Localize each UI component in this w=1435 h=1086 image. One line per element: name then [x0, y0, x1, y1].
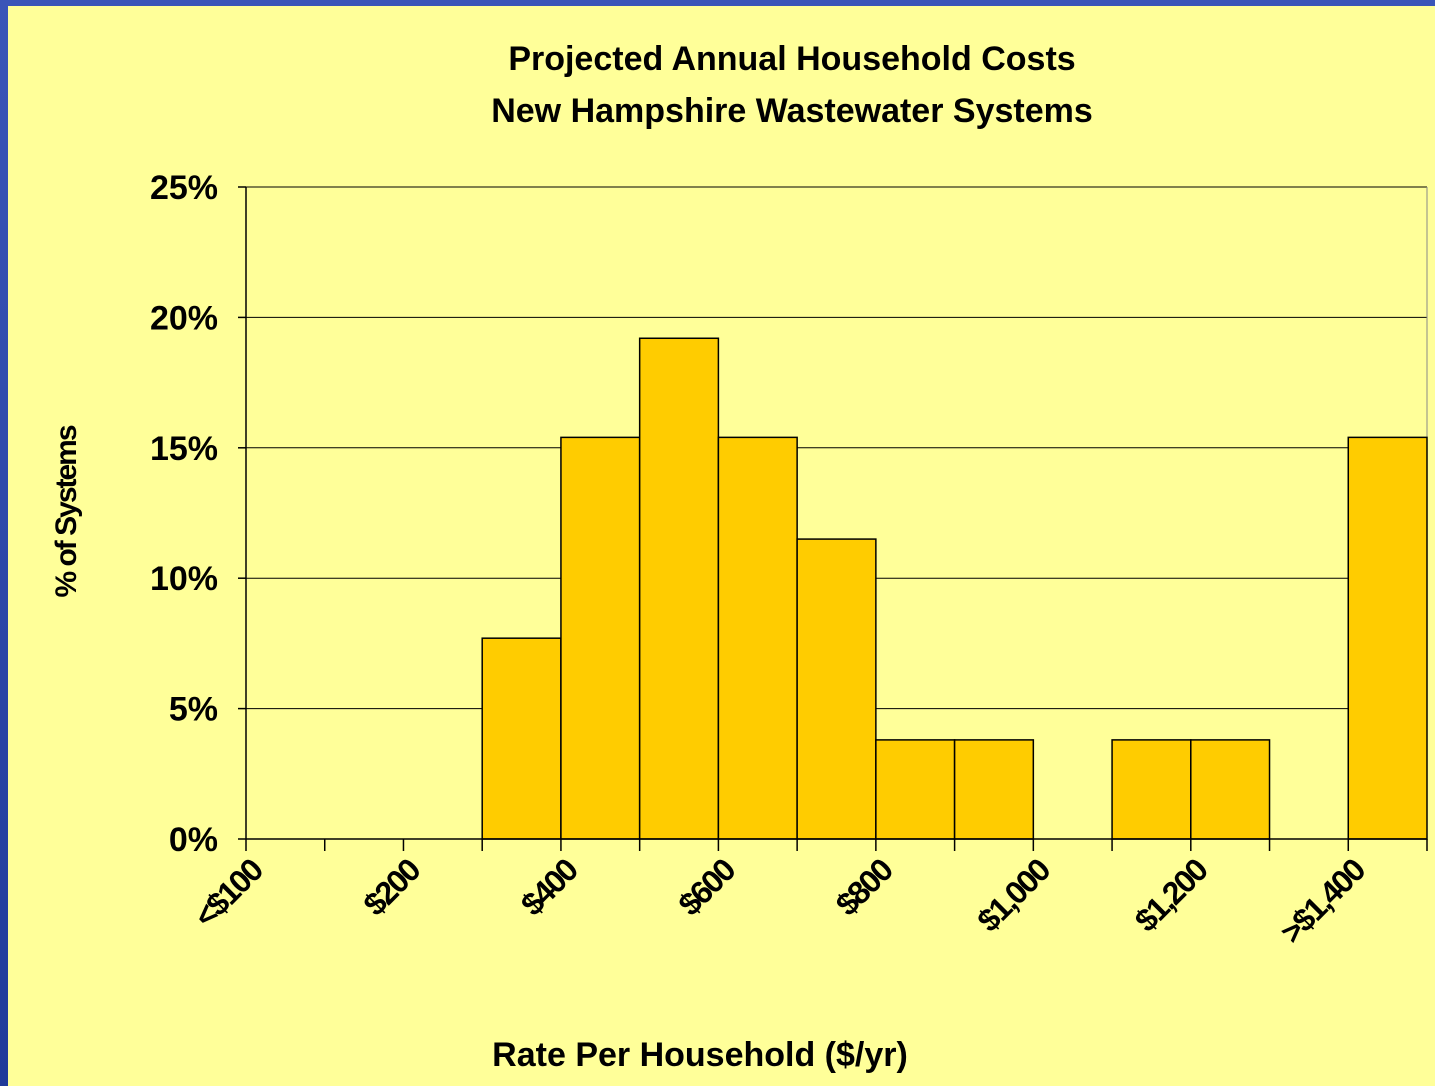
x-tick-label: $600 — [671, 852, 742, 923]
x-axis-label: Rate Per Household ($/yr) — [492, 1036, 908, 1074]
bar — [953, 739, 1035, 840]
x-tick-label: >$1,400 — [1273, 852, 1372, 951]
bar — [560, 436, 641, 840]
x-tick-label: <$100 — [187, 852, 270, 935]
bar — [875, 739, 956, 840]
y-tick-label: 0% — [169, 821, 218, 859]
x-tick-label: $1,200 — [1128, 852, 1215, 939]
x-tick-label: $400 — [514, 852, 585, 923]
bar — [717, 436, 798, 840]
bar — [1190, 739, 1271, 840]
y-tick-labels: 0% 5% 10% 15% 20% 25% — [150, 169, 218, 859]
chart-panel: Projected Annual Household Costs New Ham… — [8, 6, 1435, 1086]
axes — [238, 186, 1428, 851]
x-tick-label: $1,000 — [970, 852, 1057, 939]
chart-title: Projected Annual Household Costs — [508, 40, 1075, 78]
bar — [638, 337, 720, 840]
x-tick-label: $800 — [829, 852, 900, 923]
chart-subtitle: New Hampshire Wastewater Systems — [491, 92, 1093, 130]
y-tick-label: 5% — [169, 691, 218, 729]
x-tick-label: $200 — [356, 852, 427, 923]
y-tick-label: 10% — [150, 560, 218, 598]
x-tick-labels: <$100 $200 $400 $600 $800 $1,000 $1,200 >$1,400 — [187, 852, 1372, 951]
y-tick-label: 15% — [150, 430, 218, 468]
y-axis-label: % of Systems — [50, 425, 83, 597]
y-tick-label: 25% — [150, 169, 218, 207]
y-tick-label: 20% — [150, 299, 218, 337]
bars — [481, 337, 1428, 840]
bar — [796, 538, 877, 840]
bar-chart: Projected Annual Household Costs New Ham… — [50, 40, 1428, 1074]
bar — [1347, 436, 1428, 840]
bar — [481, 637, 562, 840]
bar — [1111, 739, 1192, 840]
